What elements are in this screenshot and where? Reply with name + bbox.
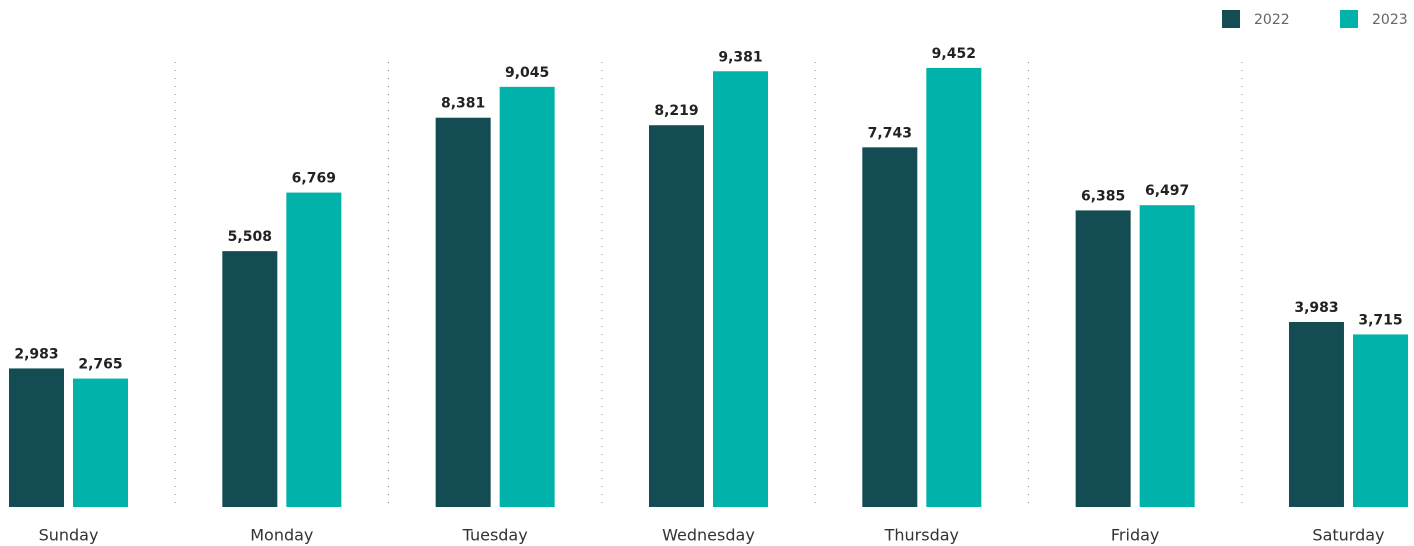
value-label: 2,983 — [14, 346, 58, 362]
value-label: 5,508 — [228, 229, 272, 245]
bar — [648, 125, 704, 507]
bar — [1288, 321, 1344, 507]
bar — [712, 71, 768, 507]
legend-swatch — [1340, 10, 1358, 28]
value-label: 2,765 — [78, 357, 122, 373]
value-label: 7,743 — [868, 125, 912, 141]
x-tick-label: Saturday — [1312, 526, 1384, 545]
value-label: 3,715 — [1358, 312, 1402, 328]
value-label: 6,385 — [1081, 188, 1125, 204]
bar — [1352, 334, 1408, 507]
x-tick-label: Thursday — [884, 526, 959, 545]
x-tick-label: Sunday — [39, 526, 99, 545]
value-label: 8,219 — [654, 103, 698, 119]
bar — [862, 147, 918, 507]
legend-label: 2023 — [1372, 12, 1408, 28]
value-label: 9,045 — [505, 65, 549, 81]
bar — [9, 368, 64, 507]
x-tick-label: Wednesday — [662, 526, 755, 545]
value-label: 8,381 — [441, 96, 485, 112]
value-label: 3,983 — [1294, 300, 1338, 316]
x-tick-label: Monday — [250, 526, 313, 545]
bar — [1139, 205, 1195, 507]
bar — [926, 67, 982, 508]
x-tick-label: Tuesday — [462, 526, 528, 545]
bar — [286, 192, 342, 507]
value-label: 9,381 — [718, 49, 762, 65]
legend-label: 2022 — [1254, 12, 1290, 28]
x-tick-label: Friday — [1111, 526, 1160, 545]
bar — [435, 117, 491, 508]
bar — [73, 378, 128, 507]
bar — [1075, 210, 1131, 507]
legend-swatch — [1222, 10, 1240, 28]
value-label: 6,769 — [292, 171, 336, 187]
value-label: 6,497 — [1145, 183, 1189, 199]
bar — [222, 251, 278, 507]
value-label: 9,452 — [932, 46, 976, 62]
bar — [499, 86, 555, 508]
